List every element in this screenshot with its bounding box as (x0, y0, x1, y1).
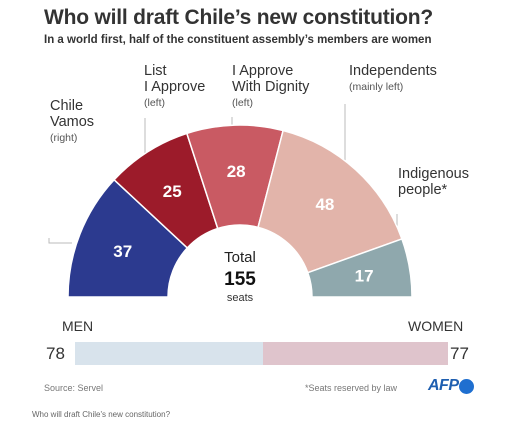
chart-title: Who will draft Chile’s new constitution? (44, 6, 434, 29)
category-label-0-line-1: Vamos (50, 114, 94, 130)
slice-value-2: 28 (227, 162, 246, 181)
women-count: 77 (450, 344, 469, 363)
men-label: MEN (62, 318, 94, 334)
men-count: 78 (46, 344, 65, 363)
category-label-3-line-0: Independents (349, 63, 437, 79)
category-label-0-line-0: Chile (50, 98, 83, 114)
category-label-4-line-1: people* (398, 182, 448, 198)
chart-subtitle: In a world first, half of the constituen… (44, 34, 432, 46)
source-note: Source: Servel (44, 383, 104, 393)
center-total-unit: seats (227, 292, 254, 304)
category-note-2: (left) (232, 97, 253, 109)
category-label-1-line-0: List (144, 63, 167, 79)
slice-3 (257, 129, 403, 274)
slice-value-4: 17 (355, 266, 374, 285)
leader-line-0 (48, 238, 72, 244)
slice-value-1: 25 (163, 182, 182, 201)
category-label-1-line-1: I Approve (144, 79, 205, 95)
men-bar (75, 342, 263, 365)
women-label: WOMEN (408, 318, 464, 334)
center-total-label: Total (224, 249, 256, 266)
category-note-0: (right) (50, 132, 77, 144)
slice-value-0: 37 (113, 242, 132, 261)
image-caption: Who will draft Chile's new constitution? (32, 410, 171, 419)
category-label-2-line-1: With Dignity (232, 79, 310, 95)
category-note-1: (left) (144, 97, 165, 109)
category-label-4-line-0: Indigenous (398, 166, 469, 182)
center-total-value: 155 (224, 269, 256, 290)
category-label-2-line-0: I Approve (232, 63, 293, 79)
category-note-3: (mainly left) (349, 81, 403, 93)
women-bar (263, 342, 448, 365)
slice-value-3: 48 (315, 195, 334, 214)
footnote: *Seats reserved by law (305, 383, 398, 393)
afp-logo: AFP (428, 377, 459, 394)
afp-logo-dot (459, 379, 474, 394)
